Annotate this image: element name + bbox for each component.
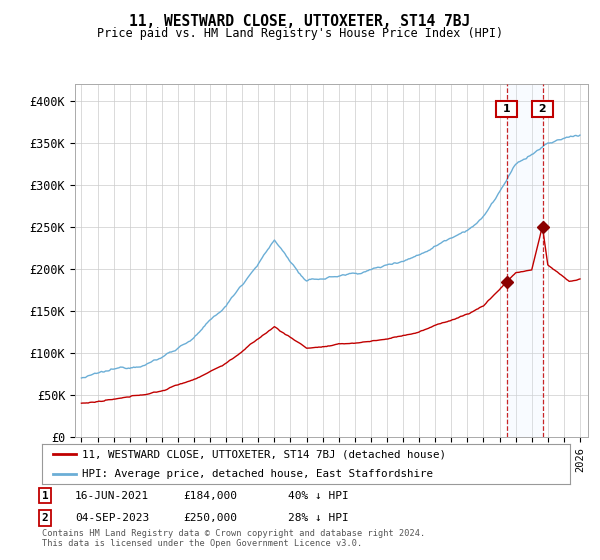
Text: 40% ↓ HPI: 40% ↓ HPI bbox=[288, 491, 349, 501]
Text: 11, WESTWARD CLOSE, UTTOXETER, ST14 7BJ: 11, WESTWARD CLOSE, UTTOXETER, ST14 7BJ bbox=[130, 14, 470, 29]
Text: 04-SEP-2023: 04-SEP-2023 bbox=[75, 513, 149, 523]
Text: Contains HM Land Registry data © Crown copyright and database right 2024.
This d: Contains HM Land Registry data © Crown c… bbox=[42, 529, 425, 548]
Text: 28% ↓ HPI: 28% ↓ HPI bbox=[288, 513, 349, 523]
Text: 2: 2 bbox=[41, 513, 49, 523]
Text: HPI: Average price, detached house, East Staffordshire: HPI: Average price, detached house, East… bbox=[82, 469, 433, 479]
Text: 1: 1 bbox=[41, 491, 49, 501]
Text: 2: 2 bbox=[535, 104, 550, 114]
Text: 16-JUN-2021: 16-JUN-2021 bbox=[75, 491, 149, 501]
Text: 1: 1 bbox=[499, 104, 515, 114]
Text: £250,000: £250,000 bbox=[183, 513, 237, 523]
Text: 11, WESTWARD CLOSE, UTTOXETER, ST14 7BJ (detached house): 11, WESTWARD CLOSE, UTTOXETER, ST14 7BJ … bbox=[82, 449, 446, 459]
Text: £184,000: £184,000 bbox=[183, 491, 237, 501]
Bar bbox=[507, 84, 542, 437]
Text: Price paid vs. HM Land Registry's House Price Index (HPI): Price paid vs. HM Land Registry's House … bbox=[97, 27, 503, 40]
